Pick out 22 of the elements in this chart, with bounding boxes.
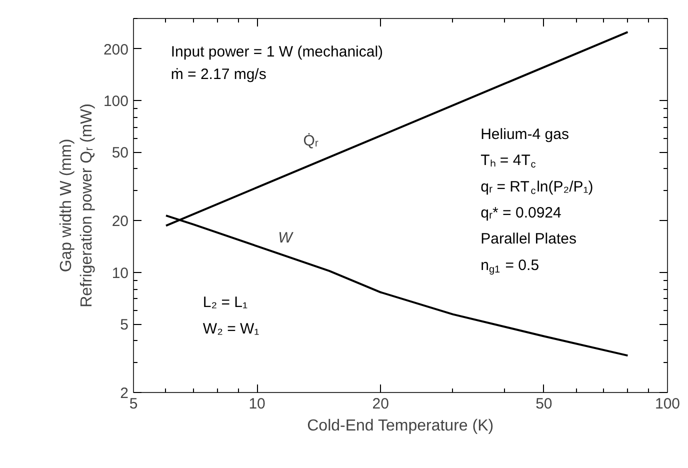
- y-tick-label: 5: [120, 316, 128, 334]
- series-label: W: [278, 230, 294, 247]
- annotation: Parallel Plates: [480, 230, 576, 248]
- y-tick-label: 200: [103, 41, 129, 58]
- x-tick-label: 10: [248, 396, 266, 412]
- annotation: qᵣ* = 0.0924: [480, 204, 562, 222]
- y-axis-title: Gap width W (mm) Refrigeration power Qᵣ (mW): [58, 104, 96, 308]
- annotation: Input power = 1 W (mechanical): [170, 44, 384, 61]
- y-tick-label: 50: [112, 144, 129, 162]
- annotation: W₂ = W₁: [202, 320, 260, 338]
- annotation: ṁ = 2.17 mg/s: [170, 66, 266, 84]
- annotation: L₂ = L₁: [202, 294, 248, 312]
- x-tick-label: 100: [654, 396, 680, 412]
- series-label: Q̇ᵣ: [303, 132, 319, 150]
- x-tick-label: 20: [372, 396, 389, 412]
- annotation: Helium-4 gas: [480, 126, 569, 143]
- x-tick-label: 50: [536, 396, 552, 412]
- y-tick-label: 2: [120, 385, 128, 402]
- x-axis-title: Cold-End Temperature (K): [307, 418, 494, 434]
- y-tick-label: 100: [103, 93, 129, 110]
- y-tick-label: 10: [112, 264, 129, 282]
- y-tick-label: 20: [112, 213, 129, 230]
